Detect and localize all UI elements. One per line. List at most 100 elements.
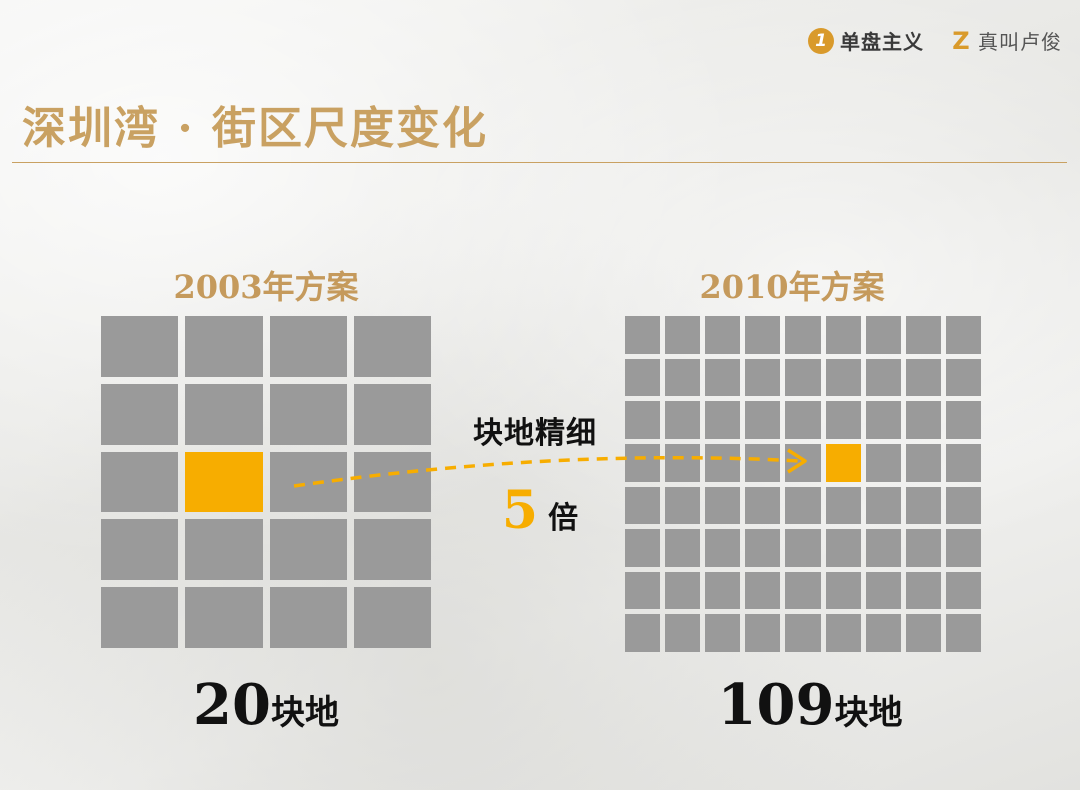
refinement-label: 块地精细 — [473, 416, 597, 451]
plan-2010-block — [745, 614, 781, 652]
plan-2010-block — [865, 358, 901, 397]
plan-2010-block — [745, 529, 781, 567]
plan-2010-count-unit: 块地 — [834, 693, 903, 733]
plan-2003-block — [101, 316, 179, 377]
plan-2010-block — [905, 358, 941, 397]
plan-2010-block — [945, 529, 981, 567]
multiplier-value: 5 — [501, 480, 539, 541]
plan-2010-block — [705, 571, 741, 610]
plan-2010-block — [945, 443, 981, 482]
plan-2010-block — [625, 316, 661, 354]
plan-2010-block — [905, 614, 941, 652]
plan-2010-block — [905, 529, 941, 567]
plan-2010-block — [785, 486, 821, 525]
plan-2003-block — [185, 519, 263, 581]
plan-2010-block — [745, 358, 781, 397]
plan-2003-block — [269, 316, 347, 377]
plan-2010-block — [705, 529, 741, 567]
plan-2010-count-number: 109 — [717, 672, 835, 738]
title-divider — [12, 162, 1067, 163]
plan-2010-block-count: 109块地 — [640, 672, 980, 738]
plan-2010-block — [625, 614, 661, 652]
plan-2003-block — [269, 519, 347, 581]
plan-2010-block — [625, 443, 661, 482]
plan-2010-block — [865, 486, 901, 525]
plan-2010-block — [905, 316, 941, 354]
plan-2010-block — [665, 401, 701, 439]
plan-2003-block — [101, 383, 179, 445]
plan-2010-block — [865, 443, 901, 482]
multiplier-unit: 倍 — [548, 501, 579, 536]
plan-2010-block — [905, 443, 941, 482]
plan-2010-block — [865, 316, 901, 354]
plan-2010-block — [865, 529, 901, 567]
plan-2010-block — [825, 316, 861, 354]
plan-2010-block — [785, 614, 821, 652]
plan-2010-block-grid — [625, 316, 981, 652]
plan-2003-highlighted-block — [185, 451, 263, 513]
plan-2010-block — [745, 571, 781, 610]
plan-2010-block — [665, 571, 701, 610]
plan-2003-block-count: 20块地 — [96, 672, 436, 738]
brand-name-2: 真叫卢俊 — [978, 30, 1062, 54]
plan-2010-block — [825, 571, 861, 610]
plan-2010-highlighted-block — [825, 443, 861, 482]
plan-2010-block — [705, 358, 741, 397]
plan-2003-block — [185, 383, 263, 445]
plan-2010-block — [665, 486, 701, 525]
plan-2010-block — [825, 486, 861, 525]
page-title: 深圳湾 · 街区尺度变化 — [22, 103, 488, 154]
plan-2010-block — [945, 571, 981, 610]
plan-2010-block — [625, 486, 661, 525]
plan-2010-block — [705, 443, 741, 482]
plan-2003-block — [269, 587, 347, 648]
plan-2010-block — [905, 571, 941, 610]
plan-2010-block — [825, 401, 861, 439]
plan-2010-block — [865, 571, 901, 610]
brand-z-icon: Z — [952, 26, 970, 55]
plan-2010-block — [945, 486, 981, 525]
plan-2010-block — [745, 486, 781, 525]
plan-2003-block-grid — [101, 316, 431, 648]
plan-2010-block — [745, 401, 781, 439]
plan-2010-block — [745, 443, 781, 482]
brand-logo-zhenjiaolujun: Z 真叫卢俊 — [950, 26, 1062, 55]
plan-2010-block — [945, 614, 981, 652]
plan-2003-block — [353, 383, 431, 445]
plan-2010-block — [825, 614, 861, 652]
plan-2010-block — [625, 358, 661, 397]
plan-2003-heading: 2003年方案 — [173, 268, 359, 306]
plan-2010-block — [665, 358, 701, 397]
plan-2010-block — [785, 401, 821, 439]
plan-2003-block — [269, 383, 347, 445]
plan-2003-block — [353, 519, 431, 581]
brand-logo-danpanzhuyi: 1 单盘主义 — [808, 26, 924, 55]
plan-2003-block — [101, 519, 179, 581]
plan-2010-block — [665, 443, 701, 482]
plan-2010-block — [705, 316, 741, 354]
plan-2010-block — [905, 486, 941, 525]
plan-2010-block — [705, 614, 741, 652]
plan-2010-block — [945, 316, 981, 354]
plan-2010-block — [785, 316, 821, 354]
plan-2010-block — [625, 401, 661, 439]
plan-2003-block — [101, 451, 179, 513]
plan-2010-block — [905, 401, 941, 439]
plan-2010-block — [865, 614, 901, 652]
plan-2003-block — [353, 587, 431, 648]
plan-2010-block — [825, 529, 861, 567]
plan-2010-block — [825, 358, 861, 397]
plan-2003-block — [353, 316, 431, 377]
plan-2010-heading: 2010年方案 — [699, 268, 885, 306]
plan-2010-block — [785, 443, 821, 482]
brand-one-icon: 1 — [808, 27, 834, 54]
plan-2003-block — [269, 451, 347, 513]
plan-2010-block — [665, 316, 701, 354]
plan-2003-count-number: 20 — [193, 672, 271, 738]
plan-2003-block — [185, 316, 263, 377]
plan-2010-block — [865, 401, 901, 439]
plan-2010-block — [625, 571, 661, 610]
plan-2010-block — [785, 571, 821, 610]
plan-2010-block — [945, 358, 981, 397]
